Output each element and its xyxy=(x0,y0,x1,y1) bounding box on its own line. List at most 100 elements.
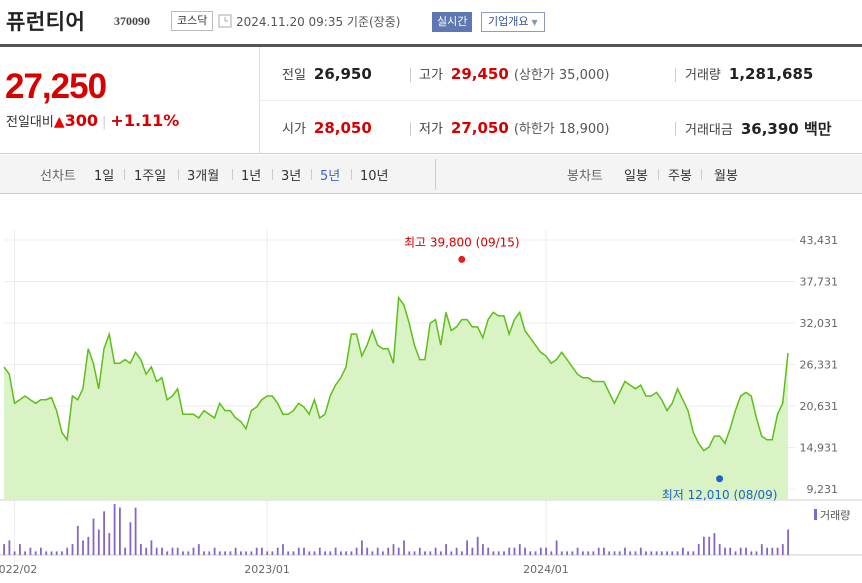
volume-bar xyxy=(639,547,642,555)
volume-bar xyxy=(666,551,668,555)
volume-bar xyxy=(140,544,142,555)
volume-bar xyxy=(250,551,253,555)
price-summary: 27,250 전일대비▲300 | +1.11% 전일 26,950 고가 29,450… xyxy=(0,47,862,154)
volume-bar xyxy=(439,551,442,555)
tab-separator xyxy=(701,169,702,180)
volume-bar xyxy=(29,547,32,555)
candle-chart-label: 봉차트 xyxy=(567,169,603,184)
volume-bar xyxy=(781,544,784,555)
volume-bar xyxy=(308,551,311,555)
volume-bar xyxy=(134,507,137,555)
volume-bar xyxy=(197,544,200,555)
tabs-group-divider xyxy=(435,159,436,190)
volume-bar xyxy=(87,536,90,555)
volume-bar xyxy=(182,551,184,555)
open-cell: 시가 28,050 xyxy=(282,118,372,137)
volume-bar xyxy=(413,551,416,555)
volume-bar xyxy=(608,551,611,555)
company-info-dropdown[interactable]: 기업개요 ▼ xyxy=(481,12,545,32)
line-chart-label: 선차트 xyxy=(40,169,76,184)
volume-bar xyxy=(534,551,537,555)
volume-bar xyxy=(61,551,63,555)
volume-bar xyxy=(324,551,326,555)
volume-bar xyxy=(482,544,484,555)
volume-bar xyxy=(382,551,384,555)
candle-tab-monthly[interactable]: 월봉 xyxy=(714,169,738,184)
volume-bar xyxy=(318,547,321,555)
volume-bar xyxy=(545,547,547,555)
period-tab-3m[interactable]: 3개월 xyxy=(187,169,220,184)
volume-bar xyxy=(418,547,421,555)
realtime-button[interactable]: 실시간 xyxy=(432,12,473,32)
volume-bar xyxy=(282,544,284,555)
caret-down-icon: ▼ xyxy=(531,18,538,27)
volume-bar xyxy=(671,551,674,555)
volume-bar xyxy=(471,547,474,555)
volume-bar xyxy=(682,547,684,555)
volume-bar xyxy=(529,551,532,555)
volume-bar xyxy=(13,551,16,555)
current-price: 27,250 xyxy=(5,67,107,106)
volume-bar xyxy=(476,536,479,555)
period-tab-1y[interactable]: 1년 xyxy=(241,169,262,184)
y-tick-label: 37,731 xyxy=(800,276,839,289)
volume-bar xyxy=(618,551,621,555)
company-info-label: 기업개요 xyxy=(488,15,529,28)
volume-bar xyxy=(597,547,600,555)
volume-bar xyxy=(334,547,337,555)
volume-label: 거래량 xyxy=(685,68,721,83)
tab-separator xyxy=(124,169,125,180)
volume-bar xyxy=(276,547,279,555)
volume-bar xyxy=(655,551,658,555)
high-cell: 고가 29,450 (상한가 35,000) xyxy=(419,64,609,83)
volume-bar xyxy=(240,551,242,555)
candle-tab-weekly[interactable]: 주봉 xyxy=(668,169,692,184)
volume-bar xyxy=(66,547,69,555)
market-badge: 코스닥 xyxy=(171,11,214,31)
volume-bar xyxy=(129,522,132,555)
x-axis-ticks: 2022/02 2023/01 2024/01 xyxy=(0,563,569,576)
amount-label: 거래대금 xyxy=(685,123,733,138)
period-tab-1w[interactable]: 1주일 xyxy=(134,169,167,184)
period-tab-1d[interactable]: 1일 xyxy=(94,169,115,184)
volume-bar xyxy=(166,551,169,555)
volume-bar xyxy=(603,547,605,555)
cell-divider xyxy=(410,68,411,82)
volume-bar xyxy=(192,547,195,555)
period-tab-5y[interactable]: 5년 xyxy=(320,169,341,184)
volume-bar xyxy=(92,518,95,555)
period-tab-3y[interactable]: 3년 xyxy=(281,169,302,184)
volume-bars xyxy=(3,504,789,555)
volume-cell: 거래량 1,281,685 xyxy=(685,64,813,83)
volume-bar xyxy=(739,547,742,555)
volume-bar xyxy=(776,547,779,555)
volume-bar xyxy=(124,547,126,555)
volume-bar xyxy=(82,540,84,555)
low-value: 27,050 xyxy=(450,119,509,137)
volume-bar xyxy=(71,544,74,555)
candle-tab-daily[interactable]: 일봉 xyxy=(624,169,648,184)
pricebox-divider xyxy=(259,47,260,154)
y-tick-label: 9,231 xyxy=(807,483,839,496)
volume-bar xyxy=(650,551,653,555)
volume-bar xyxy=(513,547,516,555)
volume-bar xyxy=(550,551,553,555)
volume-bar xyxy=(445,544,447,555)
volume-bar xyxy=(697,544,700,555)
change-percent: +1.11% xyxy=(110,111,180,130)
amount-cell: 거래대금 36,390 백만 xyxy=(685,118,832,139)
high-value: 29,450 xyxy=(450,65,509,83)
triangle-up-icon: ▲ xyxy=(53,114,65,130)
volume-bar xyxy=(508,547,511,555)
volume-bar xyxy=(576,547,579,555)
period-tab-10y[interactable]: 10년 xyxy=(360,169,389,184)
volume-bar xyxy=(255,547,258,555)
stats-row-divider xyxy=(260,100,862,101)
volume-bar xyxy=(687,551,689,555)
tab-separator xyxy=(311,169,312,180)
cell-divider xyxy=(410,122,411,136)
volume-bar xyxy=(587,551,590,555)
volume-bar xyxy=(297,547,300,555)
volume-value: 1,281,685 xyxy=(728,65,814,83)
volume-bar xyxy=(19,544,21,555)
